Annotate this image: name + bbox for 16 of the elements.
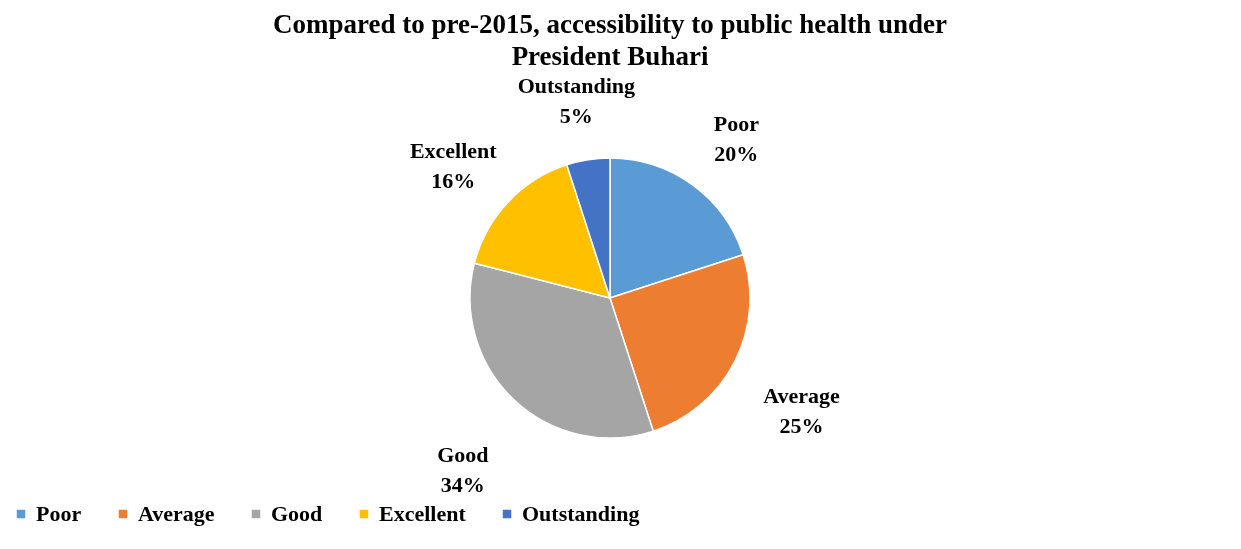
data-label: 20%	[714, 141, 759, 167]
data-label: 25%	[779, 412, 824, 438]
legend-label: Excellent	[379, 501, 467, 526]
slice-label: Excellent	[409, 137, 498, 163]
data-label: 34%	[440, 471, 485, 497]
data-label: 5%	[559, 102, 593, 128]
legend-label: Good	[271, 501, 323, 526]
data-label: 16%	[431, 167, 476, 193]
slice-label: Outstanding	[517, 72, 636, 98]
legend-label: Average	[138, 501, 215, 526]
legend-label: Poor	[36, 501, 82, 526]
slice-label: Average	[763, 382, 841, 408]
legend-label: Outstanding	[522, 501, 640, 526]
chart-title: Compared to pre-2015, accessibility to public health under President Buhari	[272, 8, 948, 71]
slice-label: Poor	[713, 111, 760, 137]
slice-label: Good	[437, 441, 489, 467]
